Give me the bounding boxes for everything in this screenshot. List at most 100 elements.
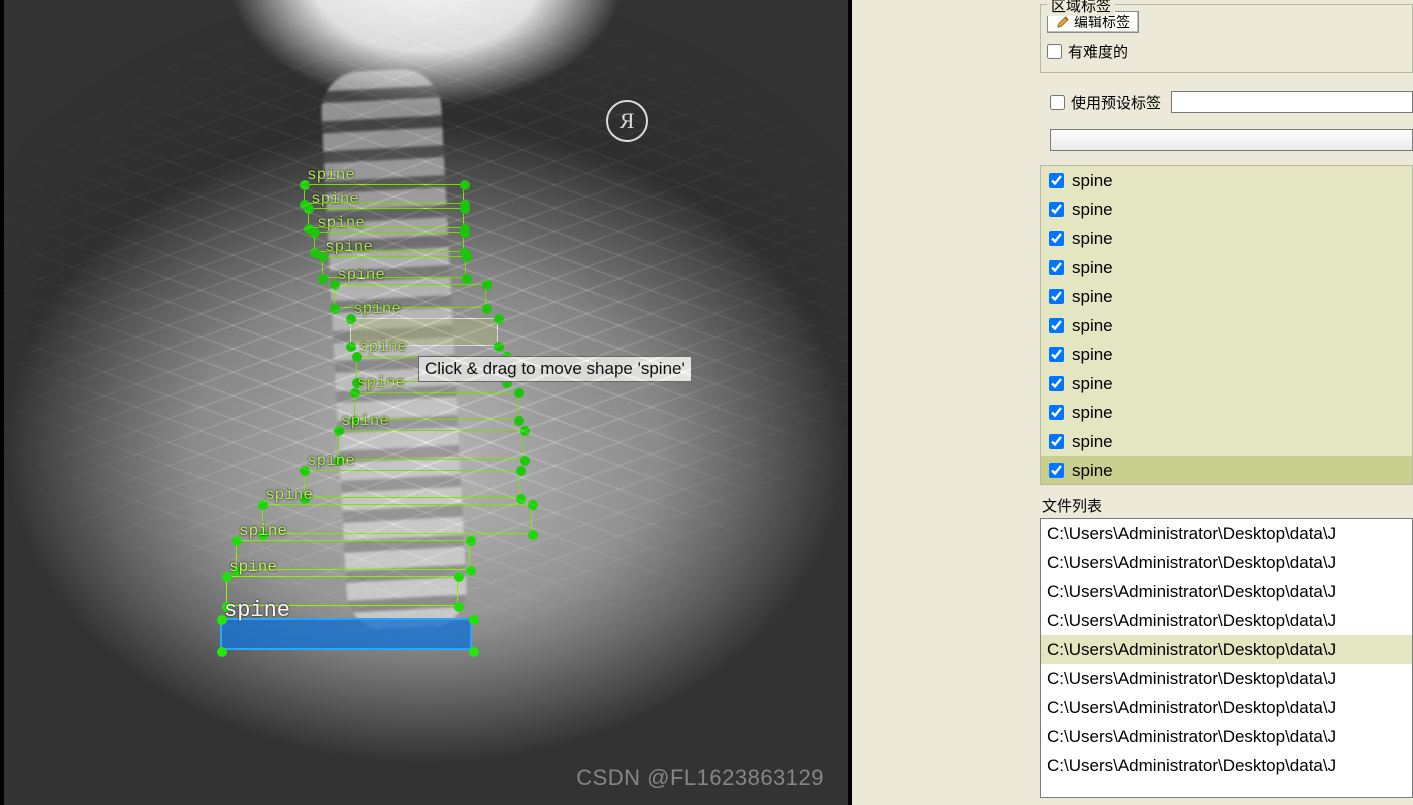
- annotation-handle[interactable]: [232, 536, 242, 546]
- label-list-item[interactable]: spine: [1041, 282, 1412, 311]
- annotation-rect[interactable]: spine: [338, 430, 524, 460]
- annotation-handle[interactable]: [334, 456, 344, 466]
- annotation-handle[interactable]: [346, 314, 356, 324]
- annotation-handle[interactable]: [494, 314, 504, 324]
- xray-image[interactable]: R spinespinespinespinespinespinespinespi…: [4, 0, 848, 805]
- annotation-handle[interactable]: [352, 352, 362, 362]
- label-list-checkbox[interactable]: [1049, 289, 1064, 304]
- annotation-handle[interactable]: [258, 530, 268, 540]
- annotation-handle[interactable]: [460, 248, 470, 258]
- annotation-rect[interactable]: spine: [236, 540, 470, 570]
- annotation-handle[interactable]: [520, 456, 530, 466]
- label-list-checkbox[interactable]: [1049, 376, 1064, 391]
- annotation-handle[interactable]: [318, 252, 328, 262]
- annotation-handle[interactable]: [466, 536, 476, 546]
- label-list-checkbox[interactable]: [1049, 318, 1064, 333]
- annotation-handle[interactable]: [310, 228, 320, 238]
- difficult-checkbox[interactable]: [1047, 44, 1062, 59]
- file-list-item[interactable]: C:\Users\Administrator\Desktop\data\J: [1041, 519, 1412, 548]
- use-default-label-row[interactable]: 使用预设标签: [1050, 92, 1161, 113]
- annotation-rect[interactable]: spine: [304, 470, 520, 498]
- file-list-item[interactable]: C:\Users\Administrator\Desktop\data\J: [1041, 548, 1412, 577]
- annotation-handle[interactable]: [330, 304, 340, 314]
- annotation-handle[interactable]: [350, 388, 360, 398]
- label-list-item[interactable]: spine: [1041, 369, 1412, 398]
- annotation-handle[interactable]: [318, 274, 328, 284]
- annotation-rect[interactable]: spine: [308, 208, 464, 228]
- annotation-handle[interactable]: [460, 228, 470, 238]
- file-list-item[interactable]: C:\Users\Administrator\Desktop\data\J: [1041, 693, 1412, 722]
- annotation-handle[interactable]: [304, 204, 314, 214]
- annotation-rect[interactable]: spine: [304, 184, 464, 204]
- annotation-handle[interactable]: [222, 572, 232, 582]
- file-list-item[interactable]: C:\Users\Administrator\Desktop\data\J: [1041, 664, 1412, 693]
- label-list-item[interactable]: spine: [1041, 166, 1412, 195]
- label-list-item[interactable]: spine: [1041, 456, 1412, 485]
- file-list-item[interactable]: C:\Users\Administrator\Desktop\data\J: [1041, 606, 1412, 635]
- label-list-checkbox[interactable]: [1049, 405, 1064, 420]
- annotation-handle[interactable]: [350, 416, 360, 426]
- annotation-rect[interactable]: spine: [350, 318, 498, 346]
- label-list-item[interactable]: spine: [1041, 398, 1412, 427]
- annotation-handle[interactable]: [516, 466, 526, 476]
- annotation-handle[interactable]: [482, 304, 492, 314]
- annotation-handle[interactable]: [514, 388, 524, 398]
- annotation-handle[interactable]: [466, 566, 476, 576]
- annotation-rect[interactable]: spine: [262, 504, 532, 534]
- annotation-handle[interactable]: [460, 180, 470, 190]
- annotation-rect-blue[interactable]: spine: [220, 618, 472, 650]
- annotation-handle[interactable]: [304, 224, 314, 234]
- annotation-handle[interactable]: [482, 280, 492, 290]
- default-label-input[interactable]: [1171, 91, 1413, 113]
- use-default-label-checkbox[interactable]: [1050, 95, 1065, 110]
- difficult-checkbox-row[interactable]: 有难度的: [1047, 41, 1406, 62]
- annotation-handle[interactable]: [334, 426, 344, 436]
- annotation-handle[interactable]: [469, 615, 479, 625]
- annotation-handle[interactable]: [469, 647, 479, 657]
- label-list-checkbox[interactable]: [1049, 260, 1064, 275]
- annotation-handle[interactable]: [460, 200, 470, 210]
- annotation-handle[interactable]: [528, 530, 538, 540]
- annotation-handle[interactable]: [300, 200, 310, 210]
- annotation-handle[interactable]: [460, 204, 470, 214]
- annotation-handle[interactable]: [460, 224, 470, 234]
- label-list-checkbox[interactable]: [1049, 173, 1064, 188]
- annotation-handle[interactable]: [502, 378, 512, 388]
- annotation-handle[interactable]: [346, 342, 356, 352]
- annotation-handle[interactable]: [502, 352, 512, 362]
- file-list-item[interactable]: C:\Users\Administrator\Desktop\data\J: [1041, 751, 1412, 780]
- annotation-handle[interactable]: [352, 378, 362, 388]
- annotation-handle[interactable]: [217, 615, 227, 625]
- label-list-checkbox[interactable]: [1049, 434, 1064, 449]
- annotation-handle[interactable]: [232, 566, 242, 576]
- label-list-item[interactable]: spine: [1041, 340, 1412, 369]
- annotation-handle[interactable]: [520, 426, 530, 436]
- annotation-handle[interactable]: [300, 494, 310, 504]
- annotation-handle[interactable]: [222, 602, 232, 612]
- canvas-area[interactable]: R spinespinespinespinespinespinespinespi…: [0, 0, 1034, 805]
- annotation-handle[interactable]: [454, 572, 464, 582]
- label-list-item[interactable]: spine: [1041, 253, 1412, 282]
- annotation-handle[interactable]: [514, 416, 524, 426]
- label-list-item[interactable]: spine: [1041, 224, 1412, 253]
- annotation-handle[interactable]: [258, 500, 268, 510]
- annotation-handle[interactable]: [462, 274, 472, 284]
- file-list[interactable]: C:\Users\Administrator\Desktop\data\JC:\…: [1040, 518, 1413, 798]
- annotation-handle[interactable]: [217, 647, 227, 657]
- annotation-rect[interactable]: spine: [322, 256, 466, 278]
- file-list-item[interactable]: C:\Users\Administrator\Desktop\data\J: [1041, 722, 1412, 751]
- annotation-handle[interactable]: [528, 500, 538, 510]
- label-combo[interactable]: [1050, 129, 1413, 151]
- annotation-rect[interactable]: spine: [314, 232, 464, 252]
- annotation-handle[interactable]: [494, 342, 504, 352]
- annotation-handle[interactable]: [330, 280, 340, 290]
- annotation-handle[interactable]: [454, 602, 464, 612]
- label-list-checkbox[interactable]: [1049, 463, 1064, 478]
- label-list-checkbox[interactable]: [1049, 202, 1064, 217]
- label-list-item[interactable]: spine: [1041, 311, 1412, 340]
- annotation-rect[interactable]: spine: [354, 392, 518, 420]
- annotation-rect[interactable]: spine: [334, 284, 486, 308]
- annotation-rect[interactable]: spine: [356, 356, 506, 382]
- annotation-handle[interactable]: [300, 180, 310, 190]
- file-list-item[interactable]: C:\Users\Administrator\Desktop\data\J: [1041, 577, 1412, 606]
